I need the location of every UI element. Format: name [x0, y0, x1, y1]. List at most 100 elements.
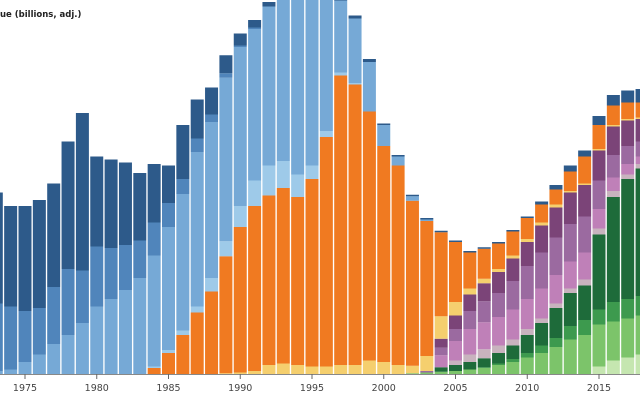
bar-segment-1990-s12	[233, 45, 247, 47]
bar-segment-1992-s13	[262, 2, 276, 7]
bar-segment-2008-s9	[492, 243, 506, 269]
bar-segment-2007-s9	[477, 248, 491, 279]
bar-segment-2018-s1	[635, 315, 640, 355]
bar-segment-2012-s1	[549, 347, 563, 374]
bar-segment-1994-s11	[291, 0, 305, 175]
bar-segment-2014-s8	[578, 183, 592, 185]
bar-segment-2005-s1	[449, 371, 462, 374]
bar-segment-1979-s12	[75, 270, 89, 323]
bar-segment-2014-s3	[578, 285, 592, 320]
bar-segment-2018-s5	[635, 156, 640, 164]
bar-segment-2005-s3	[449, 365, 462, 371]
bar-segment-1992-s11	[262, 6, 276, 166]
bar-segment-1995-s8	[305, 366, 319, 374]
bar-segment-2017-s0	[621, 357, 635, 374]
x-tick-label: 1980	[85, 383, 109, 394]
bar-segment-1975-s13	[18, 206, 32, 311]
bar-segment-2015-s4	[592, 228, 606, 235]
bar-segment-1999-s8	[362, 360, 376, 374]
bar-segment-1976-s13	[32, 200, 46, 308]
bar-segment-2015-s8	[592, 149, 606, 151]
bar-segment-2005-s5	[449, 341, 462, 361]
bar-segment-2016-s8	[606, 125, 620, 127]
bar-segment-2011-s2	[535, 345, 549, 353]
bar-segment-2007-s4	[477, 349, 491, 359]
bar-segment-2016-s3	[606, 197, 620, 302]
bar-segment-2004-s6	[434, 347, 448, 356]
bar-segment-2014-s2	[578, 320, 592, 335]
bar-1996	[319, 0, 333, 374]
bar-segment-1981-s13	[104, 159, 118, 248]
bar-segment-2011-s8	[535, 222, 549, 226]
bar-segment-2011-s6	[535, 252, 549, 289]
x-axis: 1975 1980 1985 1990 1995 2000 2005 2010 2015	[0, 374, 640, 394]
bar-segment-1990-s8	[233, 372, 247, 374]
bar-segment-2001-s11	[391, 156, 405, 166]
bar-segment-2006-s8	[463, 288, 477, 295]
bar-1977	[47, 183, 61, 374]
bar-segment-2018-s6	[635, 141, 640, 157]
bar-segment-2013-s1	[563, 339, 577, 374]
bar-segment-2009-s2	[506, 359, 520, 362]
bar-segment-2017-s8	[621, 119, 635, 121]
bar-segment-2000-s13	[377, 123, 391, 125]
bar-segment-2010-s13	[520, 216, 534, 218]
bar-segment-2018-s8	[635, 117, 640, 119]
bar-segment-2003-s9	[420, 221, 434, 356]
bar-2009	[506, 230, 520, 374]
bar-segment-1983-s11	[133, 278, 147, 374]
bar-segment-1982-s11	[118, 290, 132, 374]
bar-segment-2016-s6	[606, 155, 620, 178]
bar-segment-1982-s12	[118, 245, 132, 290]
bar-1987	[190, 99, 204, 374]
bar-segment-1978-s11	[61, 335, 75, 374]
bar-segment-2018-s3	[635, 168, 640, 296]
bar-segment-2006-s13	[463, 251, 477, 253]
bar-segment-2016-s2	[606, 302, 620, 322]
bar-segment-2007-s6	[477, 301, 491, 323]
bar-segment-2009-s9	[506, 231, 520, 256]
bar-segment-2011-s9	[535, 204, 549, 223]
bar-segment-2008-s2	[492, 363, 506, 365]
bar-1994	[291, 0, 305, 374]
bar-segment-2003-s13	[420, 218, 434, 220]
bar-segment-2007-s7	[477, 283, 491, 302]
bar-segment-1992-s10	[262, 165, 276, 196]
bar-1984	[147, 164, 161, 374]
bar-segment-2012-s6	[549, 237, 563, 275]
bar-segment-1984-s11	[147, 255, 161, 367]
bar-segment-2004-s13	[434, 230, 448, 233]
bar-2001	[391, 155, 405, 374]
x-tick-label: 1975	[13, 383, 37, 394]
bar-1985	[162, 165, 175, 374]
bar-segment-1978-s12	[61, 269, 75, 335]
bar-segment-1973-s12	[0, 303, 3, 371]
bar-segment-1979-s11	[75, 323, 89, 374]
bar-1991	[248, 20, 262, 374]
bar-segment-2015-s5	[592, 209, 606, 229]
bar-2017	[621, 90, 635, 374]
bar-segment-1998-s8	[348, 365, 362, 374]
bar-segment-2015-s6	[592, 180, 606, 209]
bar-segment-2017-s5	[621, 164, 635, 175]
bar-segment-2008-s13	[492, 242, 506, 244]
bar-segment-1979-s13	[75, 113, 89, 271]
bar-segment-1973-s11	[0, 371, 3, 374]
bar-2005	[449, 240, 462, 374]
bar-segment-1980-s13	[90, 156, 104, 247]
bar-segment-1999-s9	[362, 111, 376, 361]
bar-segment-2011-s5	[535, 288, 549, 319]
bar-segment-2007-s3	[477, 358, 491, 368]
bar-segment-2006-s5	[463, 329, 477, 355]
bar-1992	[262, 2, 276, 374]
bar-segment-2012-s7	[549, 207, 563, 238]
bar-segment-1989-s11	[219, 77, 233, 242]
bar-segment-2017-s9	[621, 102, 635, 119]
bar-2008	[492, 242, 506, 374]
bar-2010	[520, 216, 534, 374]
bar-segment-1980-s12	[90, 246, 104, 307]
bar-segment-2015-s1	[592, 324, 606, 367]
bar-segment-1986-s10	[176, 330, 190, 335]
bar-segment-2004-s9	[434, 232, 448, 317]
bar-2000	[377, 123, 391, 374]
